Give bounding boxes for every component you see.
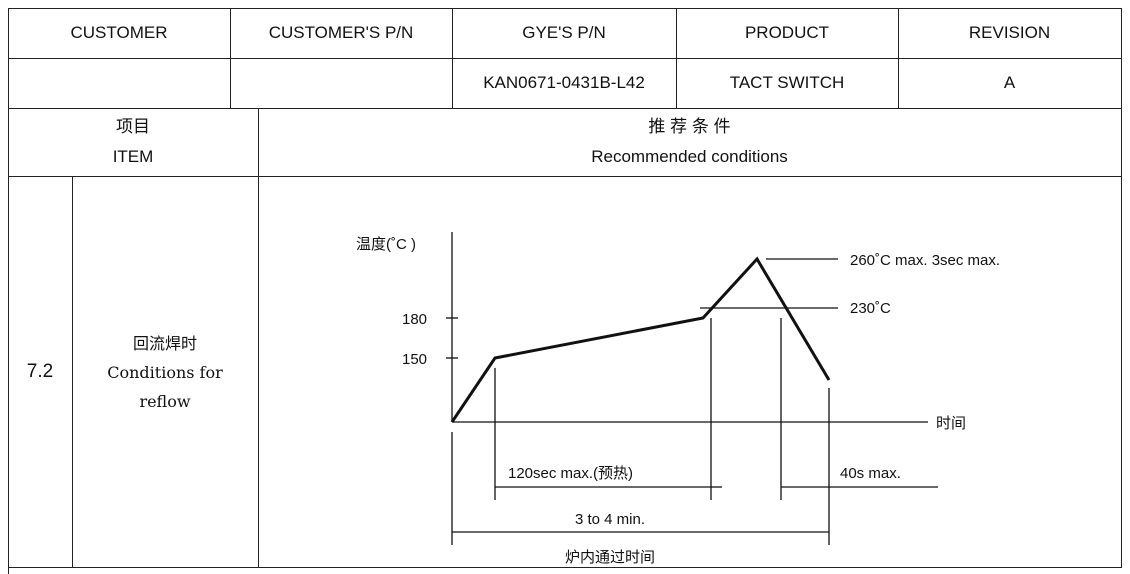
table-border-left — [8, 8, 9, 574]
y-axis-label: 温度(˚C ) — [356, 236, 416, 253]
spec-item-en-2: reflow — [139, 391, 191, 411]
item-header-en: ITEM — [112, 147, 154, 166]
col-divider — [72, 176, 73, 568]
tick-label-180: 180 — [402, 311, 427, 328]
row-divider — [8, 58, 1122, 59]
table-border-right — [1121, 8, 1122, 568]
spec-item-cn: 回流焊时 — [132, 333, 197, 353]
spec-item: 回流焊时 Conditions for reflow — [72, 176, 258, 568]
col-divider — [452, 8, 453, 108]
row-divider — [8, 108, 1122, 109]
total-label: 3 to 4 min. — [575, 511, 645, 528]
above-label: 40s max. — [840, 465, 901, 482]
col-divider — [230, 8, 231, 108]
table-border-top — [8, 8, 1122, 9]
row-divider — [8, 567, 1122, 568]
conditions-header-en: Recommended conditions — [591, 147, 788, 166]
header-customer-pn: CUSTOMER'S P/N — [268, 23, 414, 42]
x-axis-label: 时间 — [936, 415, 966, 432]
header-revision: REVISION — [968, 23, 1051, 42]
row-divider — [8, 176, 1122, 177]
threshold-label: 230˚C — [850, 300, 891, 317]
spec-number: 7.2 — [26, 361, 54, 382]
conditions-header-cn: 推 荐 条 件 — [648, 117, 731, 136]
col-divider — [258, 108, 259, 568]
value-gye-pn: KAN0671-0431B-L42 — [483, 73, 645, 92]
item-header-cn: 项目 — [116, 117, 150, 136]
profile-curve — [450, 256, 831, 423]
total-caption: 炉内通过时间 — [565, 549, 655, 566]
header-product: PRODUCT — [744, 23, 830, 42]
tick-label-150: 150 — [402, 351, 427, 368]
value-product: TACT SWITCH — [729, 73, 845, 92]
col-divider — [676, 8, 677, 108]
spec-item-en-1: Conditions for — [107, 362, 223, 382]
item-header: 项目 ITEM — [8, 108, 258, 176]
header-gye-pn: GYE'S P/N — [522, 23, 606, 42]
conditions-header: 推 荐 条 件 Recommended conditions — [258, 108, 1121, 176]
peak-label: 260˚C max. 3sec max. — [850, 252, 1000, 269]
header-customer: CUSTOMER — [70, 23, 168, 42]
col-divider — [898, 8, 899, 108]
preheat-label: 120sec max.(预热) — [508, 465, 633, 482]
value-revision: A — [1003, 73, 1016, 92]
